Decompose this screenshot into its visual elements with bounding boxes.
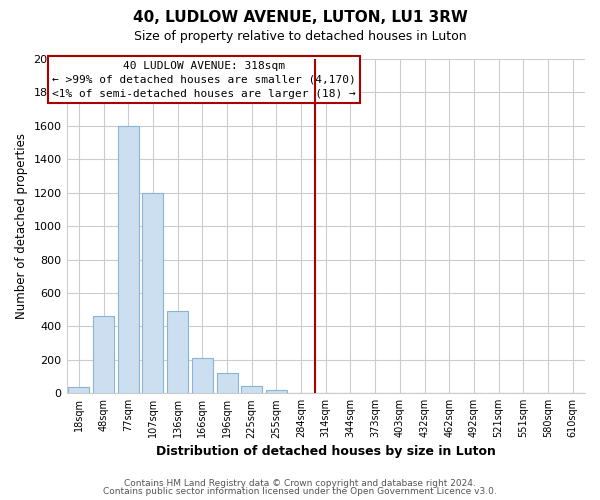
Text: 40, LUDLOW AVENUE, LUTON, LU1 3RW: 40, LUDLOW AVENUE, LUTON, LU1 3RW xyxy=(133,10,467,25)
X-axis label: Distribution of detached houses by size in Luton: Distribution of detached houses by size … xyxy=(156,444,496,458)
Bar xyxy=(167,312,188,393)
Text: 40 LUDLOW AVENUE: 318sqm
← >99% of detached houses are smaller (4,170)
<1% of se: 40 LUDLOW AVENUE: 318sqm ← >99% of detac… xyxy=(52,60,356,98)
Bar xyxy=(142,192,163,393)
Y-axis label: Number of detached properties: Number of detached properties xyxy=(15,133,28,319)
Bar xyxy=(241,386,262,393)
Bar xyxy=(118,126,139,393)
Bar xyxy=(266,390,287,393)
Bar xyxy=(93,316,114,393)
Bar xyxy=(217,373,238,393)
Text: Contains HM Land Registry data © Crown copyright and database right 2024.: Contains HM Land Registry data © Crown c… xyxy=(124,478,476,488)
Text: Size of property relative to detached houses in Luton: Size of property relative to detached ho… xyxy=(134,30,466,43)
Bar xyxy=(68,386,89,393)
Bar xyxy=(192,358,213,393)
Text: Contains public sector information licensed under the Open Government Licence v3: Contains public sector information licen… xyxy=(103,487,497,496)
